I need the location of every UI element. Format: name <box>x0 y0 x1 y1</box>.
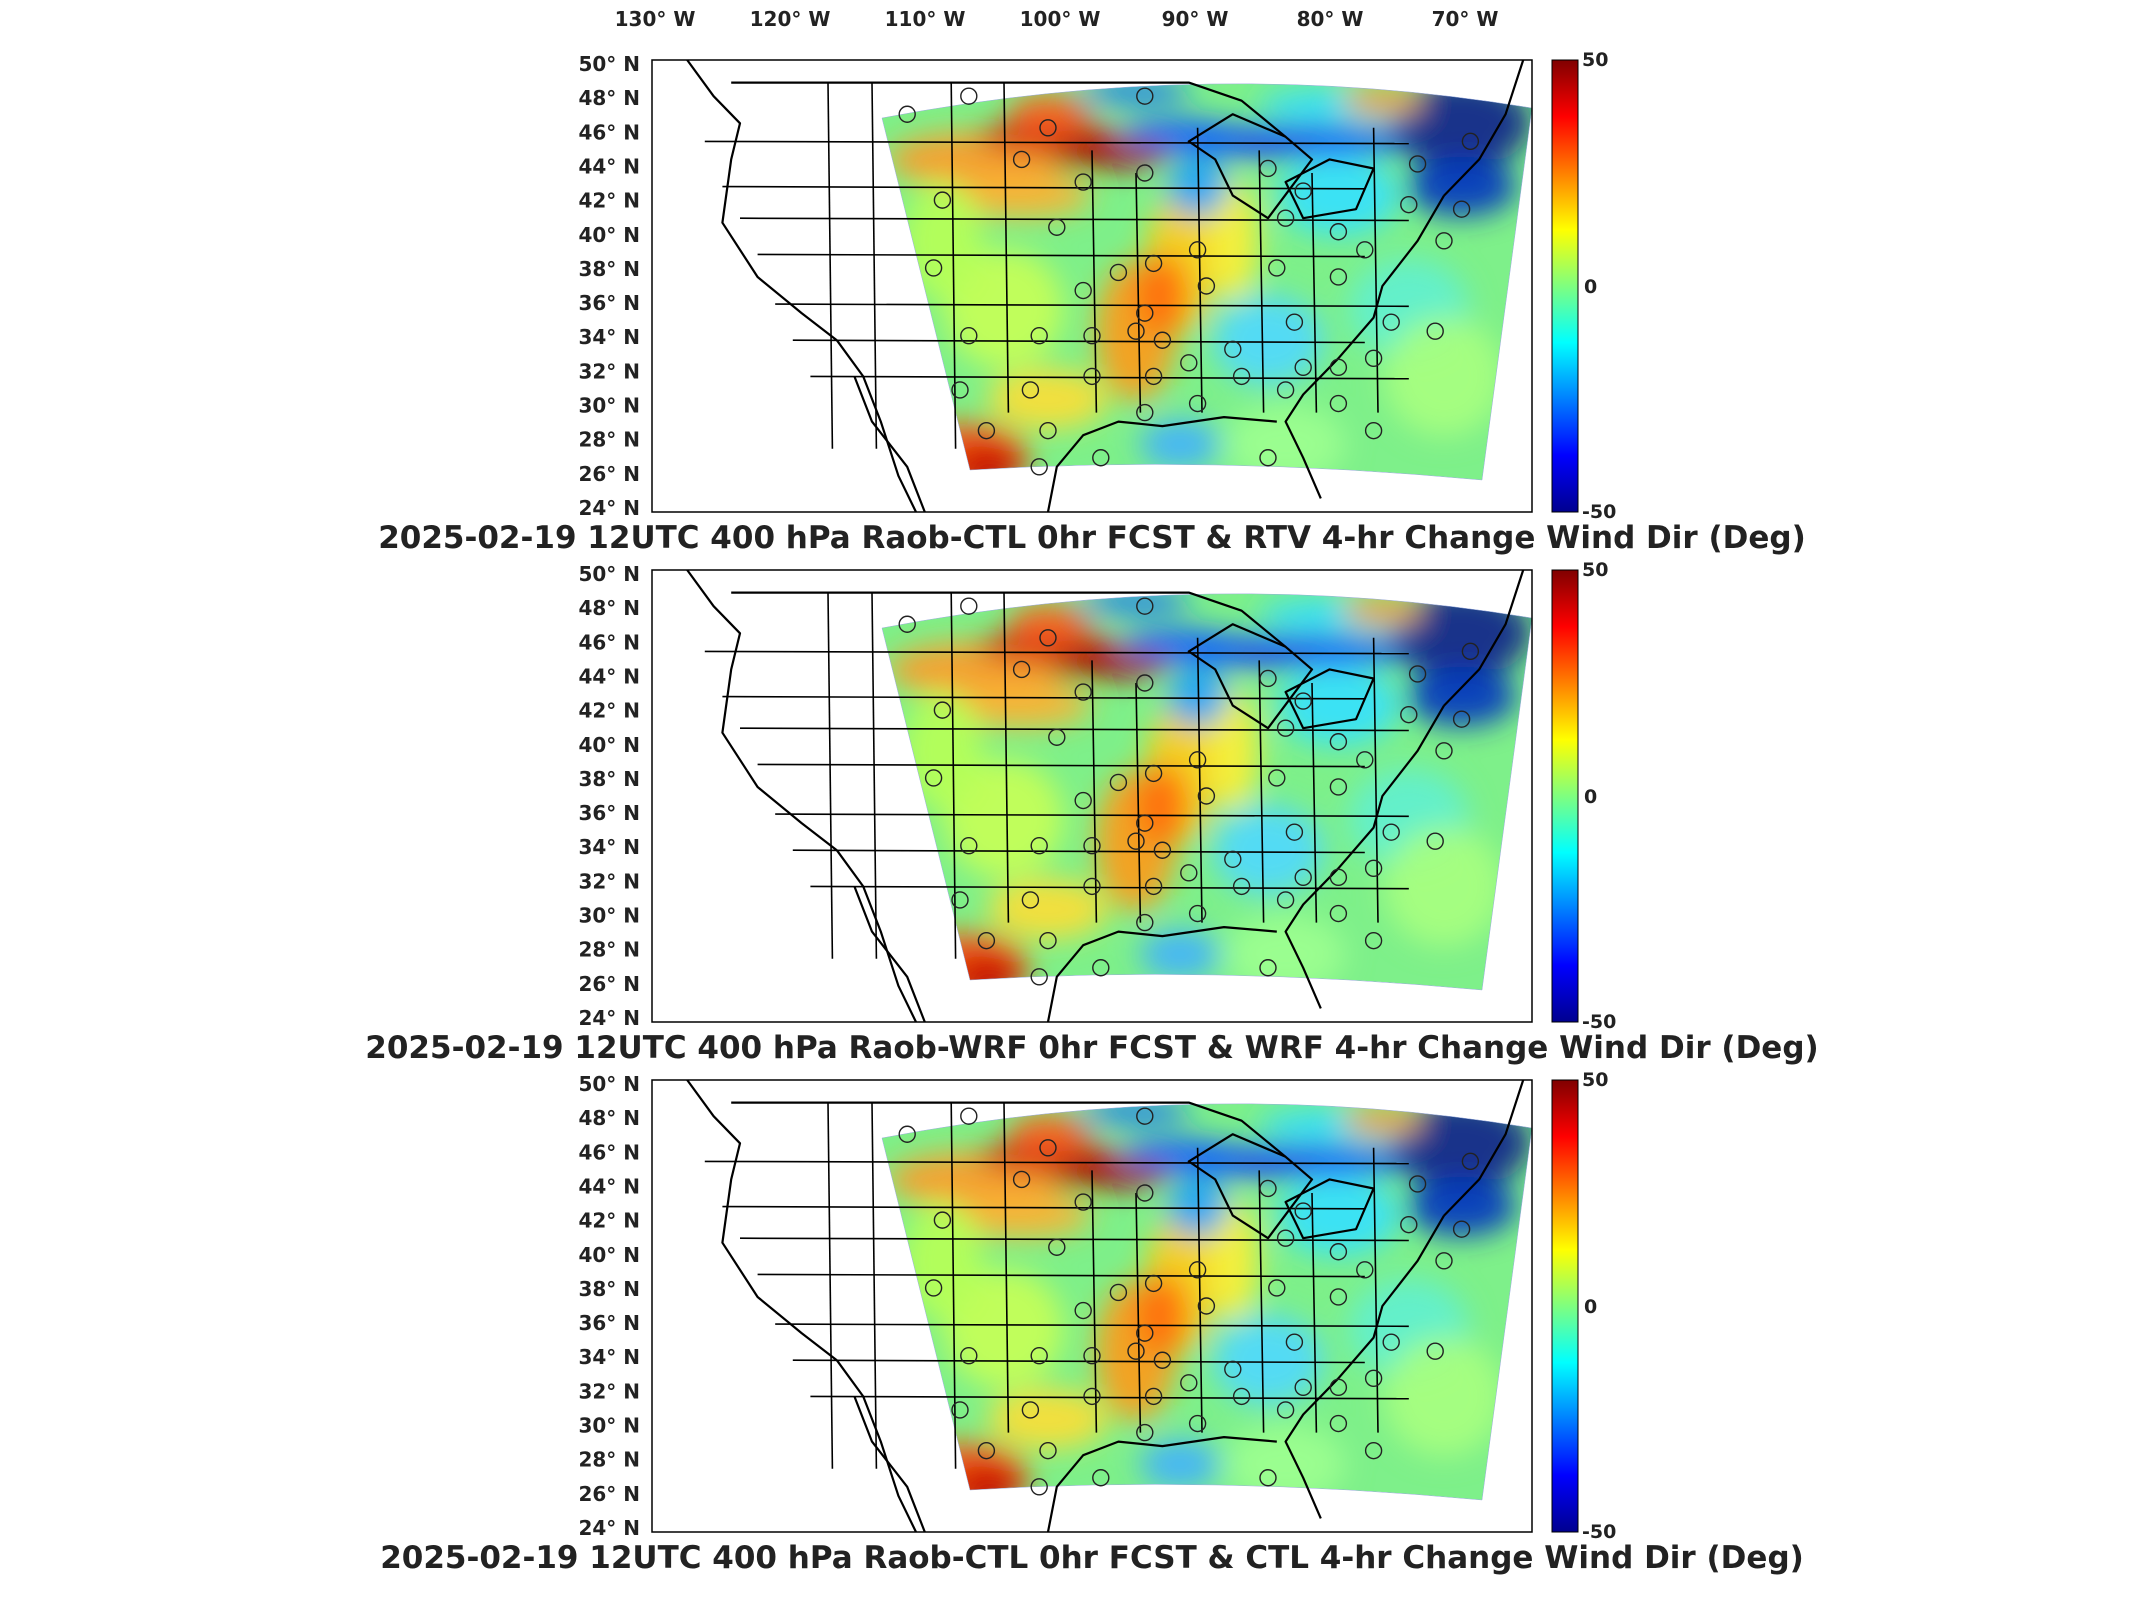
lat-label: 32° N <box>578 359 640 383</box>
lat-label: 48° N <box>578 1106 640 1130</box>
colorbar-mid-label: 0 <box>1584 276 1597 298</box>
lat-label: 30° N <box>578 394 640 418</box>
lat-label: 46° N <box>578 1140 640 1164</box>
lat-label: 36° N <box>578 291 640 315</box>
lon-label: 80° W <box>1297 7 1364 31</box>
lat-label: 36° N <box>578 801 640 825</box>
map-frame <box>651 1079 1533 1533</box>
lat-label: 34° N <box>578 835 640 859</box>
colorbar-max-label: 50 <box>1582 1069 1608 1091</box>
panels: 50° N 48° N 46° N 44° N 42° N 40° N 38° N 36° N… <box>365 49 1818 1576</box>
lat-label: 34° N <box>578 1345 640 1369</box>
map-frame <box>651 569 1533 1023</box>
lat-label: 48° N <box>578 596 640 620</box>
lat-label: 40° N <box>578 1243 640 1267</box>
panel-title: 2025-02-19 12UTC 400 hPa Raob-WRF 0hr FC… <box>365 1030 1818 1066</box>
map-frame <box>651 59 1533 513</box>
panel-title: 2025-02-19 12UTC 400 hPa Raob-CTL 0hr FC… <box>378 520 1806 556</box>
lat-label: 24° N <box>578 1006 640 1030</box>
raob-stations <box>898 87 1480 476</box>
lat-label: 44° N <box>578 664 640 688</box>
colorbar-max-label: 50 <box>1582 559 1608 581</box>
lat-label: 32° N <box>578 1379 640 1403</box>
lat-label: 30° N <box>578 904 640 928</box>
lat-label: 24° N <box>578 496 640 520</box>
colorbar <box>1551 59 1579 513</box>
lat-label: 42° N <box>578 189 640 213</box>
map-panel: 50° N 48° N 46° N 44° N 42° N 40° N 38° N 36° N… <box>378 49 1806 556</box>
lon-label: 100° W <box>1020 7 1101 31</box>
lon-label: 130° W <box>615 7 696 31</box>
map-borders <box>686 59 1525 513</box>
colorbar-min-label: -50 <box>1582 501 1616 523</box>
lat-label: 50° N <box>578 1072 640 1096</box>
map-borders <box>686 569 1525 1023</box>
colorbar-mid-label: 0 <box>1584 1296 1597 1318</box>
lat-label: 32° N <box>578 869 640 893</box>
panel-title: 2025-02-19 12UTC 400 hPa Raob-CTL 0hr FC… <box>380 1540 1804 1576</box>
colorbar <box>1551 1079 1579 1533</box>
raob-stations <box>898 597 1480 986</box>
lat-label: 42° N <box>578 1209 640 1233</box>
lat-label: 40° N <box>578 733 640 757</box>
lat-label: 46° N <box>578 630 640 654</box>
lat-label: 28° N <box>578 428 640 452</box>
lon-label: 90° W <box>1162 7 1229 31</box>
lat-label: 26° N <box>578 972 640 996</box>
map-borders <box>686 1079 1525 1533</box>
lat-label: 38° N <box>578 767 640 791</box>
lon-label: 110° W <box>885 7 966 31</box>
wind-direction-field <box>882 1103 1532 1500</box>
lat-label: 48° N <box>578 86 640 110</box>
lat-label: 38° N <box>578 257 640 281</box>
lat-label: 26° N <box>578 462 640 486</box>
colorbar <box>1551 569 1579 1023</box>
lon-labels: 130° W 120° W 110° W 100° W 90° W 80° W … <box>615 7 1499 31</box>
colorbar-min-label: -50 <box>1582 1521 1616 1543</box>
lat-label: 46° N <box>578 120 640 144</box>
lat-label: 30° N <box>578 1414 640 1438</box>
lat-label: 36° N <box>578 1311 640 1335</box>
lat-label: 28° N <box>578 1448 640 1472</box>
lon-label: 70° W <box>1432 7 1499 31</box>
lat-label: 28° N <box>578 938 640 962</box>
lat-label: 40° N <box>578 223 640 247</box>
lat-label: 50° N <box>578 52 640 76</box>
wind-direction-field <box>882 83 1532 480</box>
wind-direction-field <box>882 593 1532 990</box>
lat-label: 26° N <box>578 1482 640 1506</box>
lon-label: 120° W <box>750 7 831 31</box>
colorbar-max-label: 50 <box>1582 49 1608 71</box>
map-panel: 50° N 48° N 46° N 44° N 42° N 40° N 38° N 36° N… <box>365 559 1818 1066</box>
map-panel: 50° N 48° N 46° N 44° N 42° N 40° N 38° N 36° N… <box>380 1069 1804 1576</box>
lat-label: 50° N <box>578 562 640 586</box>
lat-label: 44° N <box>578 154 640 178</box>
lat-label: 42° N <box>578 699 640 723</box>
lat-label: 34° N <box>578 325 640 349</box>
lat-label: 44° N <box>578 1174 640 1198</box>
colorbar-mid-label: 0 <box>1584 786 1597 808</box>
lat-label: 24° N <box>578 1516 640 1540</box>
raob-stations <box>898 1107 1480 1496</box>
lat-label: 38° N <box>578 1277 640 1301</box>
colorbar-min-label: -50 <box>1582 1011 1616 1033</box>
